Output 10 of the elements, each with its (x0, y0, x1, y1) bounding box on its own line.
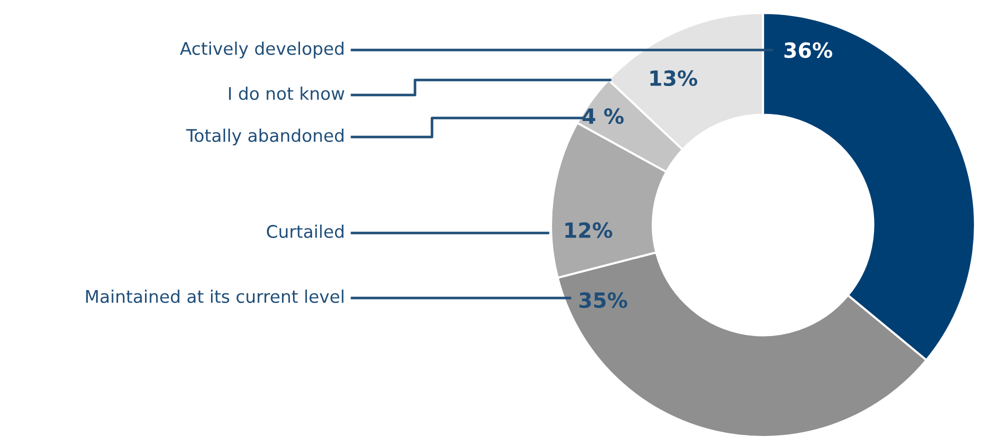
slice-label: Curtailed (266, 224, 344, 238)
slice-label: I do not know (229, 86, 344, 100)
slice-label: Totally abandoned (186, 128, 344, 146)
data-label: 36% (784, 42, 832, 58)
data-label: 12% (565, 222, 612, 238)
slice-label: Actively developed (180, 42, 344, 58)
slice-label: Maintained at its current level (86, 290, 344, 304)
data-label: 4 % (582, 108, 624, 124)
data-label: 13% (650, 70, 698, 86)
data-label: 35% (579, 292, 628, 308)
